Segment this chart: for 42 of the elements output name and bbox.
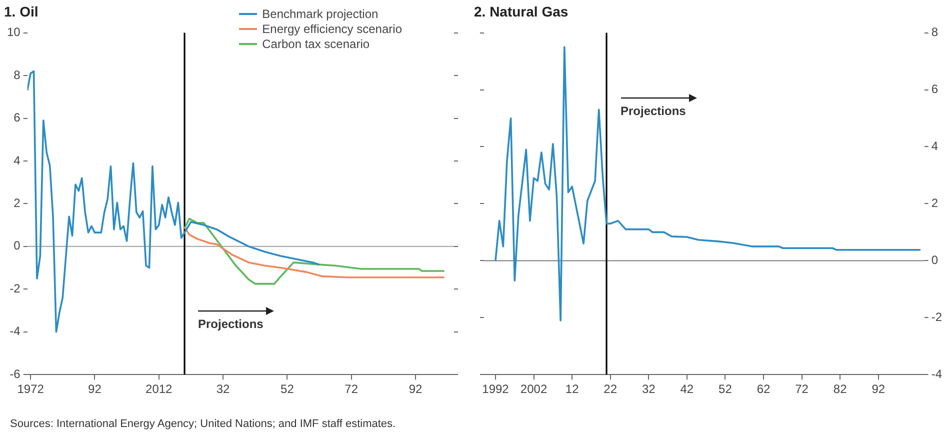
x-tick-label: 92 (408, 382, 422, 396)
x-tick-label: 62 (756, 382, 771, 396)
y-tick-label: -4 (10, 324, 21, 338)
y-tick-label: 10 (6, 25, 21, 40)
x-tick-label: 12 (565, 382, 580, 396)
y-tick-label: -6 (10, 366, 21, 381)
x-tick-label: 22 (604, 382, 618, 396)
y-tick-label: 4 (14, 153, 21, 168)
y2-tick-label: 6 (931, 82, 938, 96)
x-tick-label: 1972 (17, 382, 44, 396)
x-tick-label: 82 (833, 382, 848, 396)
y2-tick-label: 2 (931, 196, 938, 210)
y-tick-label: 2 (14, 196, 21, 210)
y-tick-label: -2 (10, 281, 21, 296)
legend-label: Carbon tax scenario (262, 36, 370, 52)
source-note: Sources: International Energy Agency; United Nations; and IMF staff estimates. (10, 418, 396, 430)
y2-tick-label: 8 (931, 25, 938, 40)
x-tick-label: 52 (718, 382, 732, 396)
x-tick-label: 32 (642, 382, 656, 396)
y-tick-label: 8 (14, 68, 21, 82)
y2-tick-label: 4 (931, 139, 938, 154)
x-tick-label: 92 (872, 382, 886, 396)
y2-tick-label: -2 (931, 310, 942, 324)
x-tick-label: 92 (88, 382, 102, 396)
legend-label: Benchmark projection (262, 6, 378, 22)
annotation: Projections (198, 317, 264, 332)
legend-label: Energy efficiency scenario (262, 22, 402, 37)
x-tick-label: 72 (795, 382, 809, 396)
y2-tick-label: 0 (931, 252, 938, 267)
x-tick-label: 1992 (482, 382, 510, 396)
y2-tick-label: -4 (931, 366, 942, 381)
chart-title: 2. Natural Gas (474, 3, 568, 20)
x-tick-label: 32 (216, 382, 230, 396)
annotation: Projections (620, 104, 686, 118)
y-tick-label: 6 (14, 110, 21, 125)
x-tick-label: 2002 (520, 382, 548, 396)
y-tick-label: 0 (14, 238, 21, 253)
x-tick-label: 42 (680, 382, 694, 396)
x-tick-label: 52 (280, 382, 294, 396)
chart-title: 1. Oil (4, 3, 38, 20)
x-tick-label: 72 (344, 382, 358, 396)
x-tick-label: 2012 (146, 382, 173, 396)
